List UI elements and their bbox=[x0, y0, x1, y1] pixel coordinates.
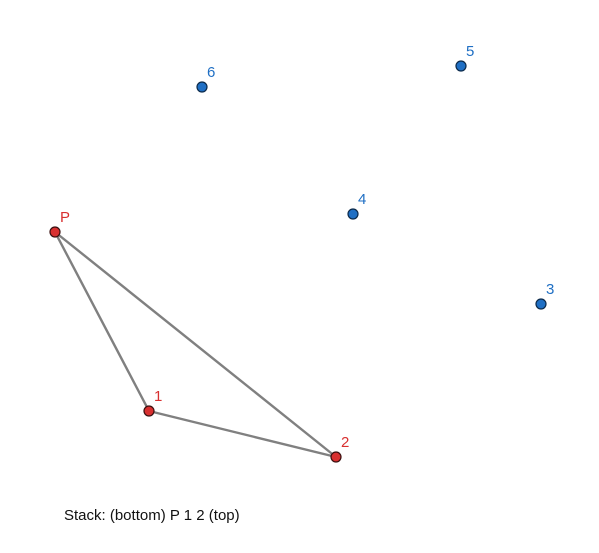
point-label-1: 1 bbox=[154, 388, 162, 405]
point-2 bbox=[330, 451, 342, 463]
hull-edge-P-1 bbox=[53, 230, 151, 413]
point-labels: P 1 2 3 4 5 6 bbox=[60, 43, 554, 451]
stack-status-text: Stack: (bottom) P 1 2 (top) bbox=[64, 507, 240, 524]
point-label-2: 2 bbox=[341, 434, 349, 451]
point-3 bbox=[535, 298, 547, 310]
point-5 bbox=[455, 60, 467, 72]
point-label-4: 4 bbox=[358, 191, 366, 208]
hull-edges bbox=[53, 230, 338, 459]
hull-edge-2-P bbox=[53, 230, 338, 459]
point-label-3: 3 bbox=[546, 281, 554, 298]
point-label-6: 6 bbox=[207, 64, 215, 81]
hull-edge-1-2 bbox=[147, 409, 338, 459]
point-6 bbox=[196, 81, 208, 93]
point-label-5: 5 bbox=[466, 43, 474, 60]
point-1 bbox=[143, 405, 155, 417]
hull-points bbox=[49, 60, 547, 463]
point-P bbox=[49, 226, 61, 238]
point-label-P: P bbox=[60, 209, 70, 226]
point-4 bbox=[347, 208, 359, 220]
